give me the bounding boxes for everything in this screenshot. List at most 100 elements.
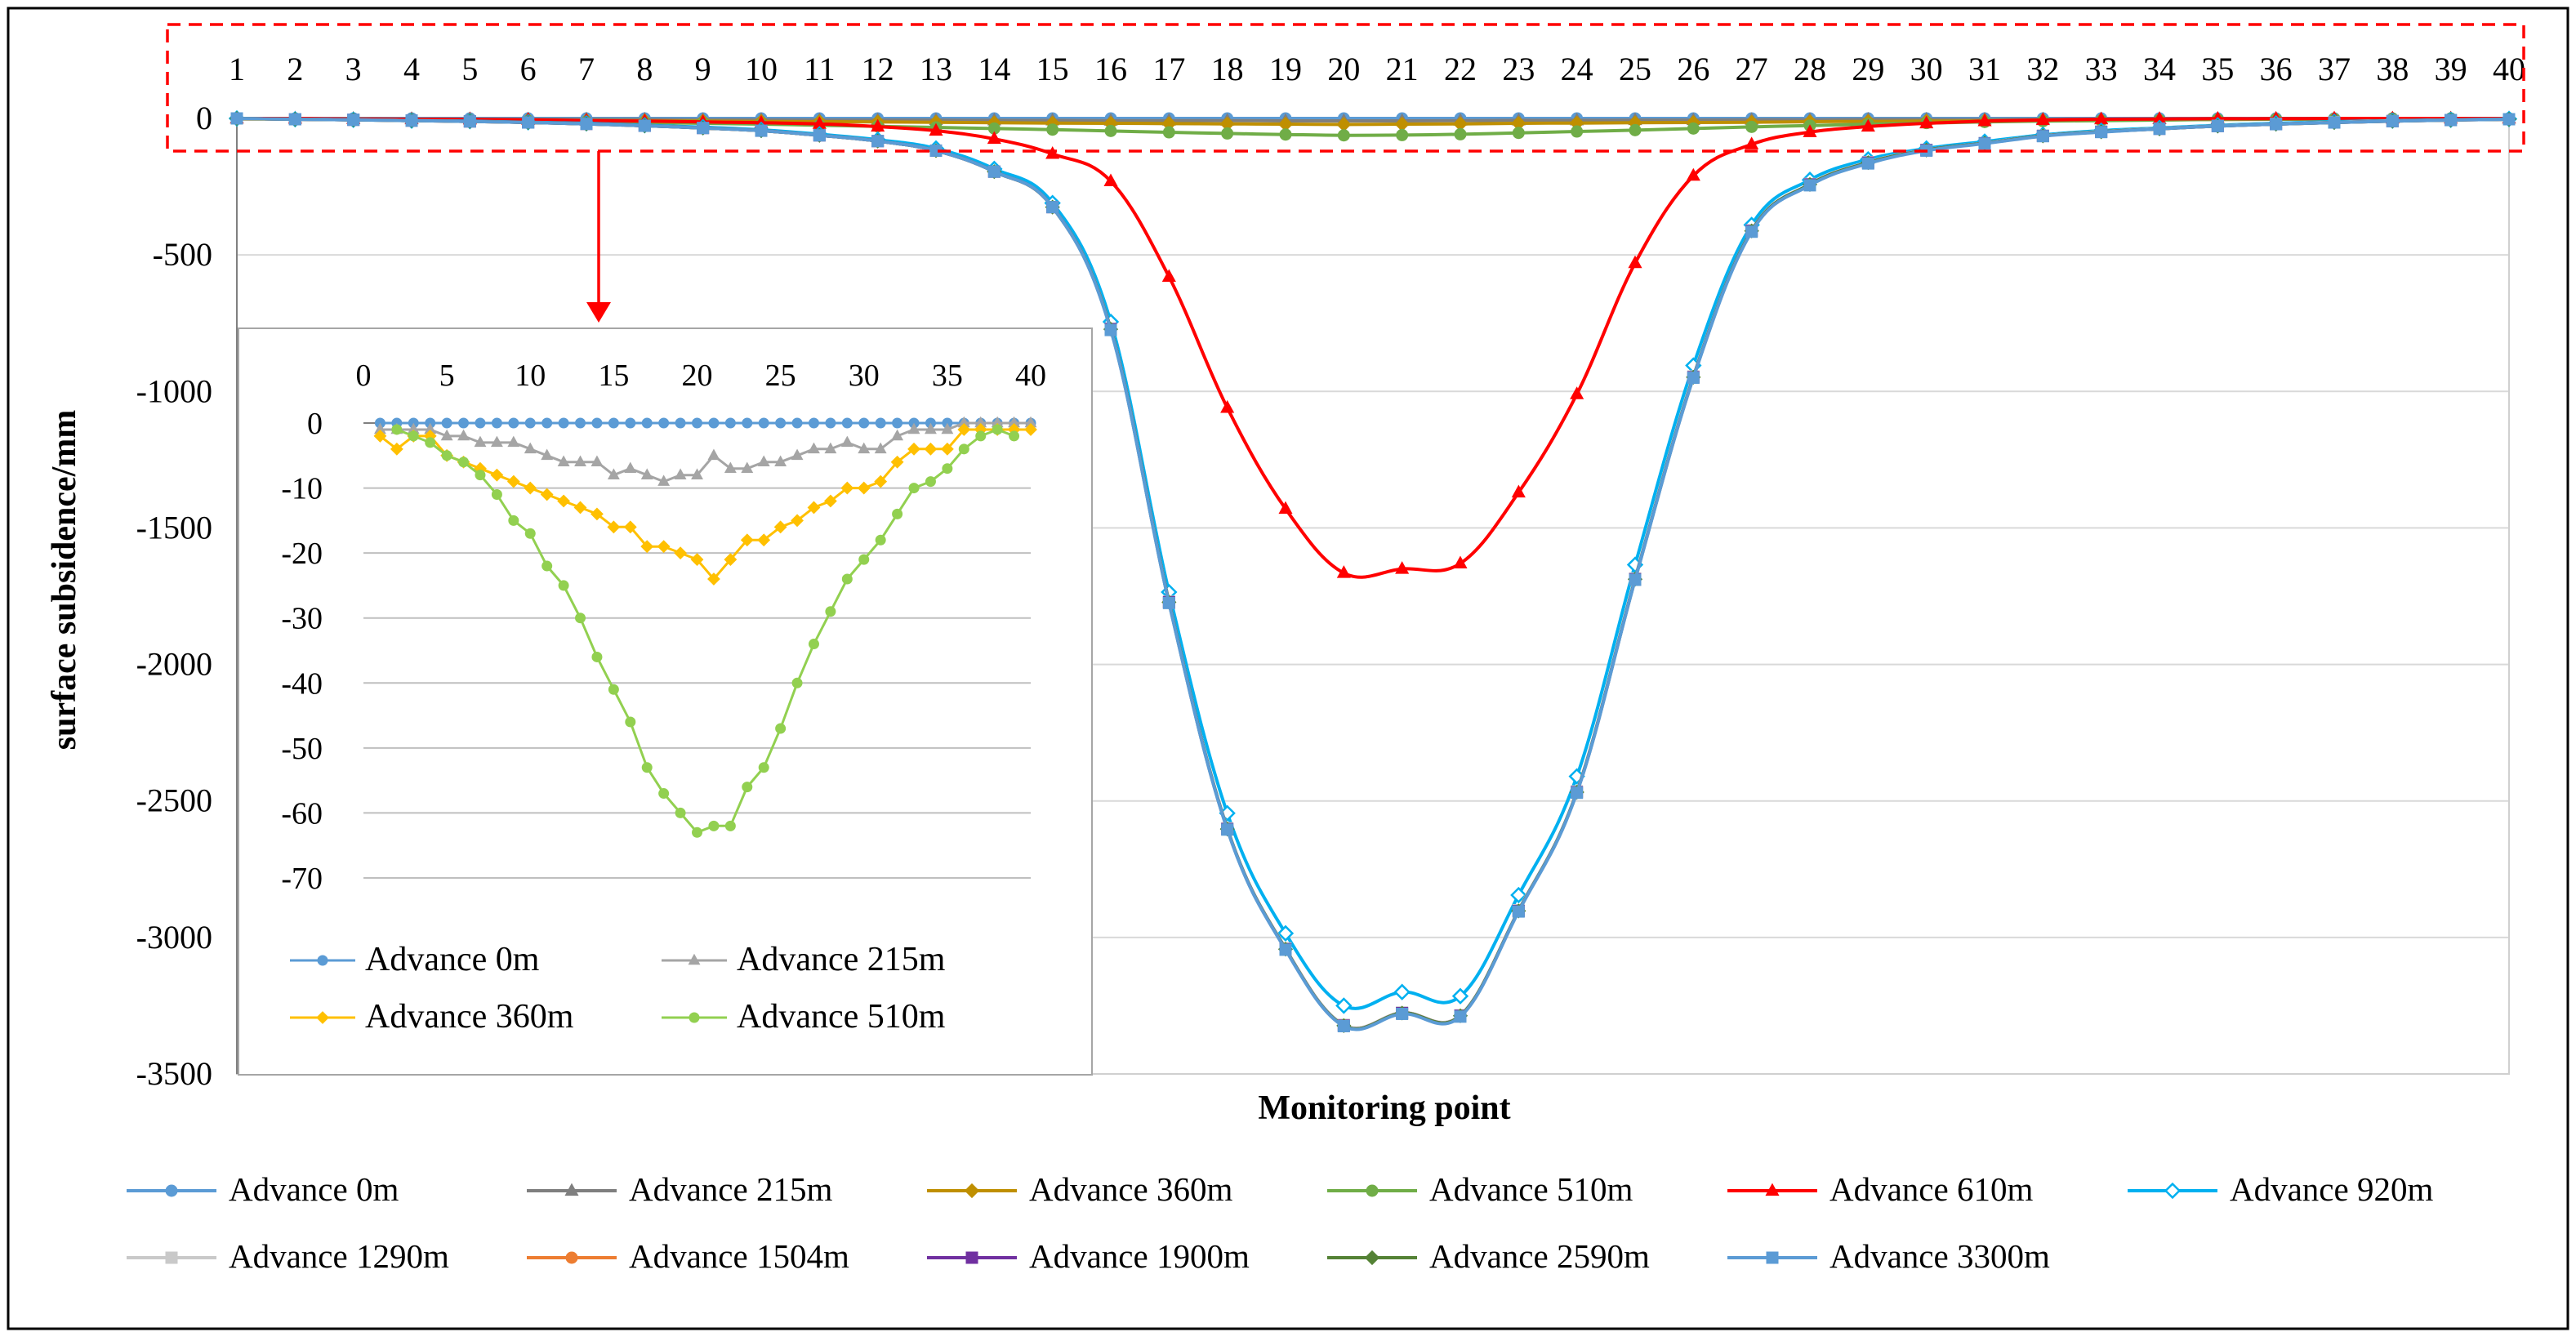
legend-label: Advance 3300m bbox=[1829, 1237, 2050, 1275]
inset-data-point-advance-360m bbox=[907, 442, 920, 456]
inset-legend-item-advance-360m: Advance 360m bbox=[290, 998, 574, 1036]
inset-data-point-advance-215m bbox=[724, 461, 737, 473]
x-tick-label: 3 bbox=[345, 51, 362, 87]
x-tick-label: 17 bbox=[1152, 51, 1185, 87]
inset-data-point-advance-360m bbox=[791, 514, 804, 528]
inset-data-point-advance-215m bbox=[757, 455, 770, 467]
inset-y-tick-label: -50 bbox=[281, 732, 323, 766]
data-point-advance-610m bbox=[871, 118, 885, 132]
series-advance-3300m bbox=[230, 112, 2516, 1032]
inset-data-point-advance-0m bbox=[575, 417, 586, 429]
data-point-advance-3300m bbox=[871, 135, 885, 148]
inset-data-point-advance-360m bbox=[657, 540, 671, 554]
inset-data-point-advance-0m bbox=[458, 417, 470, 429]
x-tick-label: 24 bbox=[1561, 51, 1593, 87]
inset-legend-label: Advance 0m bbox=[365, 941, 540, 978]
data-point-advance-3300m bbox=[1745, 225, 1758, 238]
inset-series-advance-360m bbox=[373, 423, 1037, 586]
data-point-advance-3300m bbox=[1454, 1010, 1467, 1023]
data-point-advance-610m bbox=[929, 123, 943, 136]
inset-data-point-advance-0m bbox=[742, 417, 753, 429]
inset-legend-label: Advance 510m bbox=[737, 998, 946, 1036]
inset-data-point-advance-0m bbox=[491, 417, 502, 429]
x-tick-label: 7 bbox=[578, 51, 595, 87]
data-point-advance-3300m bbox=[2386, 114, 2399, 127]
inset-data-point-advance-360m bbox=[490, 468, 504, 482]
inset-data-point-advance-0m bbox=[775, 417, 787, 429]
data-point-advance-3300m bbox=[1571, 786, 1584, 800]
data-point-advance-3300m bbox=[2153, 123, 2166, 136]
x-tick-label: 12 bbox=[862, 51, 894, 87]
inset-y-tick-label: -10 bbox=[281, 472, 323, 506]
data-point-advance-610m bbox=[1745, 136, 1759, 149]
inset-data-point-advance-510m bbox=[458, 457, 470, 468]
inset-data-point-advance-360m bbox=[540, 488, 554, 501]
inset-data-point-advance-360m bbox=[924, 442, 938, 456]
legend-label: Advance 1290m bbox=[229, 1237, 449, 1275]
inset-legend-item-advance-510m: Advance 510m bbox=[662, 998, 946, 1036]
inset-legend-label: Advance 215m bbox=[737, 941, 946, 978]
x-tick-label: 34 bbox=[2143, 51, 2176, 87]
inset-data-point-advance-0m bbox=[524, 417, 536, 429]
legend-marker bbox=[1766, 1251, 1779, 1264]
inset-series-line-advance-215m bbox=[380, 421, 1031, 483]
legend-label: Advance 1504m bbox=[629, 1237, 849, 1275]
inset-data-point-advance-215m bbox=[457, 429, 470, 441]
data-point-advance-610m bbox=[1220, 399, 1235, 413]
data-point-advance-3300m bbox=[1978, 137, 1991, 150]
data-point-advance-3300m bbox=[1396, 1007, 1409, 1020]
data-point-advance-610m bbox=[1861, 118, 1875, 132]
legend-item-advance-2590m: Advance 2590m bbox=[1327, 1237, 1650, 1275]
data-point-advance-510m bbox=[1745, 120, 1758, 133]
data-point-advance-510m bbox=[1162, 126, 1175, 139]
data-point-advance-3300m bbox=[755, 124, 768, 137]
x-tick-label: 35 bbox=[2201, 51, 2234, 87]
inset-series-advance-0m bbox=[374, 417, 1036, 429]
inset-data-point-advance-360m bbox=[640, 540, 654, 554]
data-point-advance-610m bbox=[1336, 565, 1351, 578]
inset-data-point-advance-510m bbox=[825, 606, 836, 617]
inset-data-point-advance-215m bbox=[941, 422, 954, 434]
highlight-box bbox=[166, 23, 2525, 323]
legend-label: Advance 360m bbox=[1029, 1170, 1232, 1208]
data-point-advance-3300m bbox=[2211, 119, 2224, 132]
inset-data-point-advance-360m bbox=[890, 455, 904, 469]
data-point-advance-610m bbox=[1395, 561, 1410, 574]
data-point-advance-510m bbox=[1454, 127, 1467, 140]
inset-series-advance-510m bbox=[391, 424, 1020, 838]
legend-marker bbox=[165, 1184, 178, 1197]
inset-x-tick-label: 20 bbox=[682, 359, 713, 393]
inset-data-point-advance-510m bbox=[591, 651, 603, 662]
x-tick-label: 1 bbox=[229, 51, 245, 87]
inset-data-point-advance-0m bbox=[841, 417, 853, 429]
x-tick-label: 38 bbox=[2376, 51, 2409, 87]
data-point-advance-610m bbox=[1570, 386, 1584, 399]
inset-data-point-advance-360m bbox=[957, 423, 971, 436]
inset-data-point-advance-215m bbox=[891, 429, 904, 441]
inset-data-point-advance-510m bbox=[658, 788, 670, 800]
data-point-advance-3300m bbox=[1803, 179, 1816, 192]
data-point-advance-3300m bbox=[2328, 116, 2341, 129]
data-point-advance-920m bbox=[1393, 983, 1411, 1000]
inset-data-point-advance-0m bbox=[541, 417, 553, 429]
inset-data-point-advance-0m bbox=[791, 417, 803, 429]
inset-legend-marker bbox=[316, 1011, 329, 1024]
inset-data-point-advance-0m bbox=[608, 417, 619, 429]
data-point-advance-610m bbox=[1278, 501, 1293, 515]
inset-x-tick-label: 10 bbox=[515, 359, 546, 393]
inset-data-point-advance-215m bbox=[574, 455, 586, 467]
inset-y-tick-label: -30 bbox=[281, 602, 323, 636]
inset-data-point-advance-0m bbox=[758, 417, 769, 429]
inset-data-point-advance-0m bbox=[875, 417, 886, 429]
inset-data-point-advance-215m bbox=[707, 448, 720, 461]
inset-data-point-advance-510m bbox=[475, 470, 486, 481]
data-point-advance-3300m bbox=[580, 118, 593, 131]
inset-data-point-advance-360m bbox=[373, 430, 387, 443]
inset-data-point-advance-360m bbox=[591, 507, 604, 521]
x-axis-title: Monitoring point bbox=[1258, 1089, 1510, 1127]
legend-item-advance-510m: Advance 510m bbox=[1327, 1170, 1633, 1208]
inset-x-tick-label: 15 bbox=[598, 359, 629, 393]
x-tick-label: 22 bbox=[1444, 51, 1477, 87]
x-tick-label: 15 bbox=[1036, 51, 1069, 87]
data-point-advance-510m bbox=[1629, 123, 1642, 136]
